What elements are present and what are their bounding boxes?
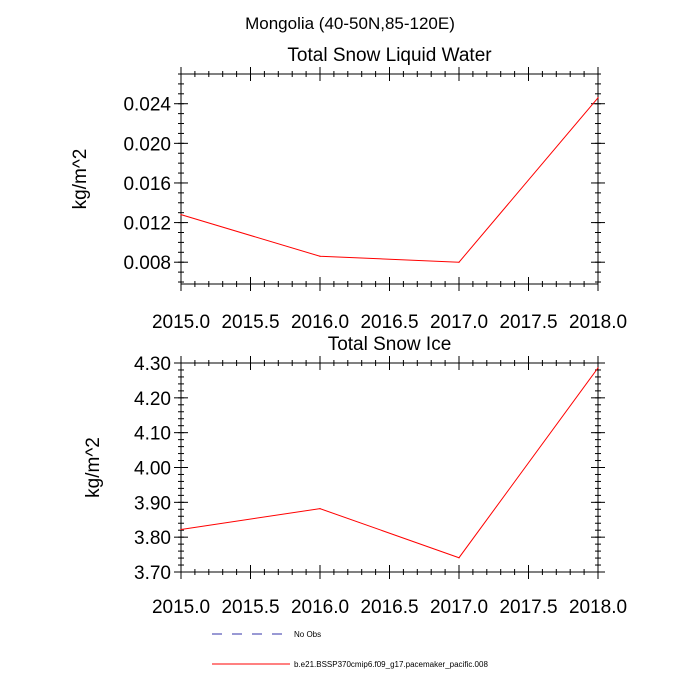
data-point [319, 508, 321, 510]
legend-label-model: b.e21.BSSP370cmip6.f09_g17.pacemaker_pac… [294, 660, 488, 669]
y-tick-label: 0.008 [123, 253, 171, 274]
data-point [180, 528, 182, 531]
x-tick-label: 2017.0 [430, 597, 488, 618]
y-axis-label: kg/m^2 [70, 149, 91, 210]
plot-frame [180, 362, 599, 573]
y-tick-label: 4.10 [134, 424, 171, 445]
y-tick-label: 0.016 [123, 174, 171, 195]
x-tick-label: 2015.0 [152, 312, 210, 333]
y-axis-label: kg/m^2 [83, 437, 104, 498]
legend: No Obs b.e21.BSSP370cmip6.f09_g17.pacema… [212, 630, 488, 669]
series-line [180, 97, 599, 263]
y-tick-label: 3.80 [134, 528, 171, 549]
y-tick-label: 0.024 [123, 95, 171, 116]
plot-frame [180, 73, 599, 285]
x-tick-label: 2015.5 [221, 312, 279, 333]
y-tick-label: 0.012 [123, 214, 171, 235]
data-point [319, 255, 321, 257]
y-tick-label: 3.70 [134, 563, 171, 584]
chart-title: Total Snow Liquid Water [287, 45, 492, 66]
data-point [597, 367, 599, 369]
chart-panel-2: Total Snow Ice kg/m^2 2015.0 2015.5 2016.0 20… [83, 334, 627, 618]
y-tick-label: 0.020 [123, 134, 171, 155]
data-point [597, 97, 599, 99]
x-tick-label: 2016.0 [291, 597, 349, 618]
chart-title: Total Snow Ice [328, 334, 452, 355]
chart-panels: Total Snow Liquid Water kg/m^2 2015.0 2015.… [70, 45, 627, 618]
x-tick-label: 2017.5 [499, 312, 557, 333]
data-point [180, 214, 182, 216]
x-tick-label: 2015.0 [152, 597, 210, 618]
figure-title: Mongolia (40-50N,85-120E) [245, 14, 455, 33]
x-tick-label: 2018.0 [569, 312, 627, 333]
x-tick-label: 2018.0 [569, 597, 627, 618]
x-tick-label: 2016.5 [360, 312, 418, 333]
data-point [458, 557, 460, 559]
y-tick-label: 4.30 [134, 354, 171, 375]
x-tick-label: 2017.0 [430, 312, 488, 333]
y-tick-label: 4.00 [134, 459, 171, 480]
x-tick-label: 2015.5 [221, 597, 279, 618]
y-tick-label: 3.90 [134, 493, 171, 514]
y-tick-label: 4.20 [134, 389, 171, 410]
data-point [458, 261, 460, 263]
chart-panel-1: Total Snow Liquid Water kg/m^2 2015.0 2015.… [70, 45, 627, 333]
series-line [180, 367, 599, 559]
x-tick-label: 2016.0 [291, 312, 349, 333]
legend-label-no-obs: No Obs [294, 630, 321, 639]
x-tick-label: 2017.5 [499, 597, 557, 618]
x-tick-label: 2016.5 [360, 597, 418, 618]
